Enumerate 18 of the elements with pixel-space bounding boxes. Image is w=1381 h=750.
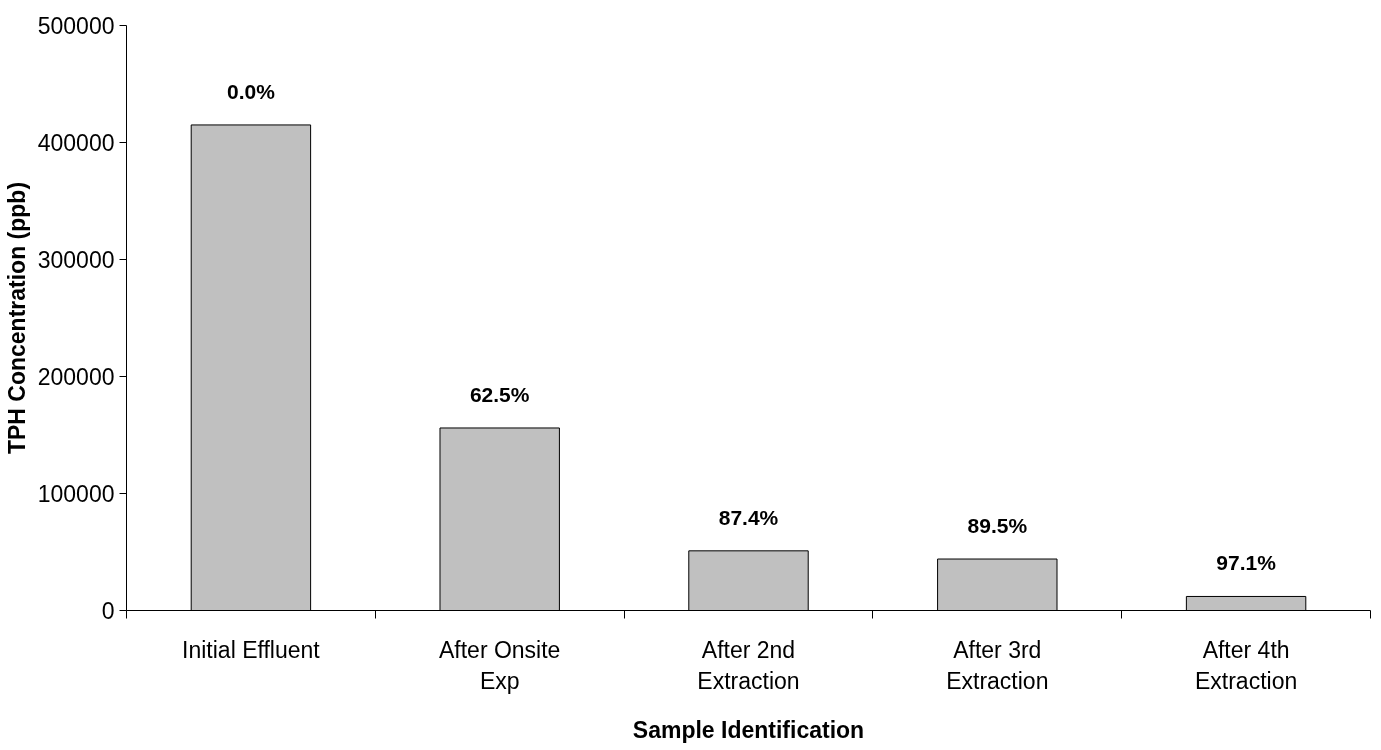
x-axis-title: Sample Identification bbox=[632, 716, 865, 743]
annotation: 62.5% bbox=[469, 382, 530, 406]
x-tick-label: After Onsite Exp bbox=[438, 636, 561, 694]
y-tick-label: 300000 bbox=[37, 247, 115, 273]
annotation: 97.1% bbox=[1216, 551, 1277, 575]
y-tick-label: 0 bbox=[101, 598, 115, 624]
annotation: 0.0% bbox=[226, 79, 276, 103]
x-tick-label: After 3rd Extraction bbox=[946, 636, 1049, 694]
y-tick-label: 500000 bbox=[37, 13, 115, 39]
annotation: 87.4% bbox=[718, 505, 779, 529]
x-tick-label: Initial Effluent bbox=[182, 636, 321, 663]
x-tick-label: After 2nd Extraction bbox=[697, 636, 800, 694]
y-axis-title: TPH Concentration (ppb) bbox=[3, 181, 30, 455]
x-tick-label: After 4th Extraction bbox=[1194, 636, 1298, 694]
y-tick-label: 200000 bbox=[37, 364, 115, 390]
y-tick-label: 100000 bbox=[37, 481, 115, 507]
annotation: 89.5% bbox=[967, 514, 1028, 538]
y-tick-label: 400000 bbox=[37, 130, 115, 156]
